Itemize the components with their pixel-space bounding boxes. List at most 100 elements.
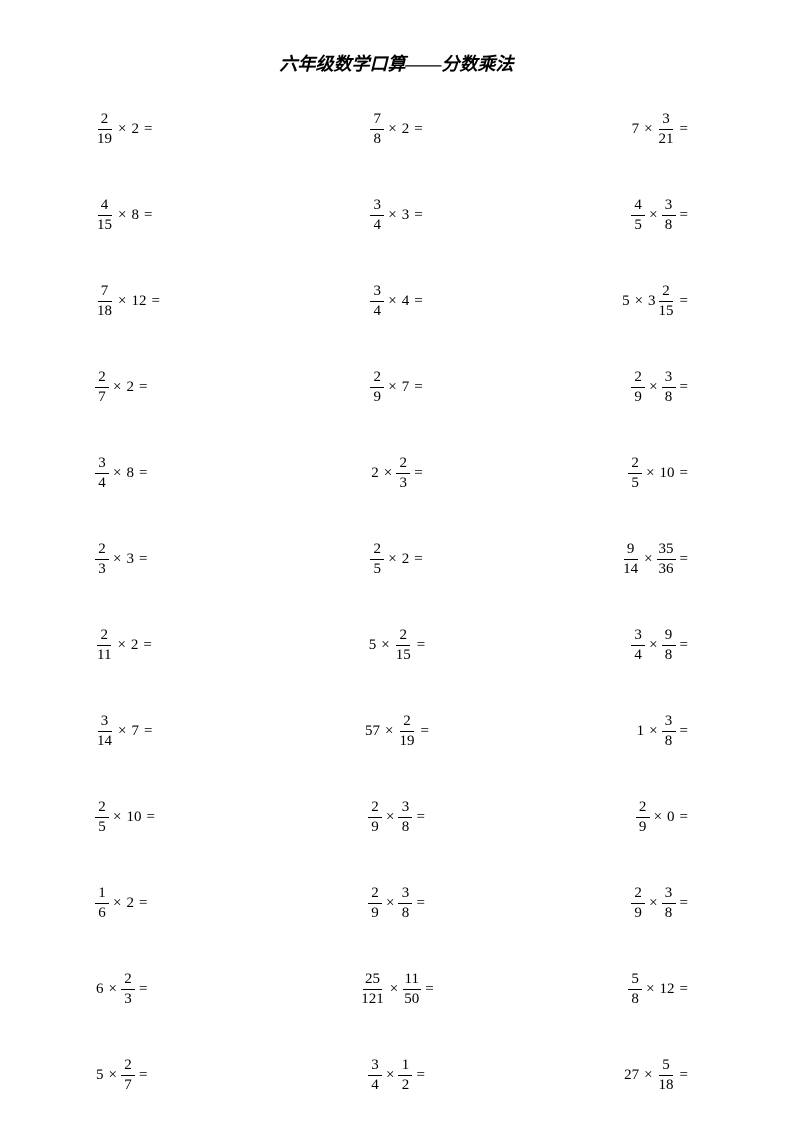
integer: 8 (130, 207, 140, 224)
problems-grid: 219×2=78×2=7×321=415×8=34×3=45×38=718×12… (95, 111, 698, 1093)
expression: 2×23= (370, 456, 422, 491)
integer: 3 (401, 207, 411, 224)
denominator: 15 (95, 216, 114, 233)
problem-cell: 29×38= (510, 885, 698, 921)
expression: 45×38= (631, 198, 688, 233)
fraction: 29 (368, 886, 382, 921)
integer: 5 (95, 1067, 105, 1084)
fraction: 38 (662, 714, 676, 749)
expression: 25×2= (370, 542, 422, 577)
denominator: 4 (95, 474, 109, 491)
equals-sign: = (140, 121, 152, 138)
denominator: 36 (657, 560, 676, 577)
numerator: 3 (631, 628, 645, 646)
fraction: 38 (662, 886, 676, 921)
equals-sign: = (416, 723, 428, 740)
numerator: 2 (98, 112, 112, 130)
equals-sign: = (142, 809, 154, 826)
problem-cell: 29×38= (510, 369, 698, 405)
problem-cell: 29×7= (303, 369, 491, 405)
problem-cell: 16×2= (95, 885, 283, 921)
denominator: 4 (368, 1076, 382, 1093)
problem-cell: 58×12= (510, 971, 698, 1007)
fraction: 23 (95, 542, 109, 577)
denominator: 8 (370, 130, 384, 147)
expression: 23×3= (95, 542, 147, 577)
expression: 29×38= (368, 800, 425, 835)
fraction: 718 (95, 284, 114, 319)
numerator: 3 (398, 886, 412, 904)
numerator: 35 (657, 542, 676, 560)
operator: × (381, 723, 397, 740)
fraction: 211 (95, 628, 113, 663)
operator: × (382, 809, 398, 826)
numerator: 25 (363, 972, 382, 990)
equals-sign: = (135, 1067, 147, 1084)
equals-sign: = (135, 981, 147, 998)
numerator: 2 (97, 628, 111, 646)
fraction: 34 (370, 198, 384, 233)
equals-sign: = (410, 293, 422, 310)
denominator: 9 (368, 818, 382, 835)
problem-cell: 27×518= (510, 1057, 698, 1093)
integer: 8 (125, 465, 135, 482)
operator: × (384, 379, 400, 396)
numerator: 2 (370, 542, 384, 560)
equals-sign: = (676, 1067, 688, 1084)
page-title: 六年级数学口算——分数乘法 (95, 50, 698, 76)
denominator: 8 (398, 818, 412, 835)
numerator: 2 (396, 456, 410, 474)
denominator: 8 (662, 732, 676, 749)
equals-sign: = (135, 551, 147, 568)
fraction: 27 (121, 1058, 135, 1093)
operator: × (650, 809, 666, 826)
operator: × (113, 637, 129, 654)
expression: 58×12= (628, 972, 688, 1007)
denominator: 8 (398, 904, 412, 921)
integer: 2 (401, 121, 411, 138)
operator: × (645, 379, 661, 396)
denominator: 14 (95, 732, 114, 749)
equals-sign: = (676, 895, 688, 912)
fraction: 29 (370, 370, 384, 405)
denominator: 15 (657, 302, 676, 319)
problem-cell: 25121×1150= (303, 971, 491, 1007)
expression: 57×219= (364, 714, 429, 749)
expression: 25121×1150= (359, 972, 433, 1007)
fraction: 321 (657, 112, 676, 147)
equals-sign: = (676, 207, 688, 224)
operator: × (109, 465, 125, 482)
expression: 34×98= (631, 628, 688, 663)
equals-sign: = (140, 207, 152, 224)
problem-cell: 415×8= (95, 197, 283, 233)
numerator: 7 (370, 112, 384, 130)
numerator: 2 (370, 370, 384, 388)
operator: × (380, 465, 396, 482)
numerator: 2 (396, 628, 410, 646)
problem-cell: 25×10= (510, 455, 698, 491)
operator: × (384, 293, 400, 310)
denominator: 7 (95, 388, 109, 405)
operator: × (377, 637, 393, 654)
expression: 34×8= (95, 456, 147, 491)
operator: × (645, 895, 661, 912)
integer: 10 (125, 809, 142, 826)
equals-sign: = (676, 637, 688, 654)
expression: 914×3536= (621, 542, 688, 577)
integer: 12 (659, 981, 676, 998)
expression: 29×38= (631, 370, 688, 405)
fraction: 29 (631, 370, 645, 405)
problem-cell: 5×27= (95, 1057, 283, 1093)
denominator: 8 (662, 388, 676, 405)
fraction: 45 (631, 198, 645, 233)
integer: 27 (623, 1067, 640, 1084)
problem-cell: 29×0= (510, 799, 698, 835)
denominator: 9 (370, 388, 384, 405)
numerator: 11 (403, 972, 421, 990)
denominator: 5 (628, 474, 642, 491)
operator: × (640, 551, 656, 568)
numerator: 3 (368, 1058, 382, 1076)
problem-cell: 211×2= (95, 627, 283, 663)
expression: 27×518= (623, 1058, 688, 1093)
problem-cell: 23×3= (95, 541, 283, 577)
